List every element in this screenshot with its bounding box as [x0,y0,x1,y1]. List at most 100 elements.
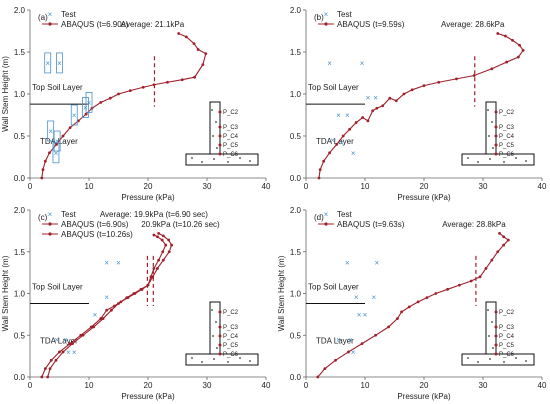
test-range-box [56,52,63,74]
legend-test-marker: × [48,210,53,219]
abaqus-point [152,233,156,237]
abaqus-point [196,48,200,51]
legend-entry: ABAQUS (t=10.26s) [61,230,133,239]
abaqus-point [40,176,44,180]
sensor-label: P_C6 [499,152,515,158]
y-tick-label: 1.5 [14,248,26,257]
legend-entry: ABAQUS (t=9.63s) [337,220,405,229]
abaqus-point [374,333,378,337]
y-tick-label: 0.5 [290,331,302,340]
y-axis-label: Wall Stem Height (m) [277,255,286,331]
test-range-box [82,97,89,118]
legend-entry: ABAQUS (t=9.59s) [337,20,405,29]
abaqus-point [416,300,420,304]
abaqus-point [469,279,473,283]
y-tick-label: 1.0 [14,290,26,299]
panel-label: (c) [38,213,48,222]
wall-hatch-dot [492,347,494,349]
sensor-label: P_C2 [499,110,515,116]
abaqus-point [167,238,171,242]
x-tick-label: 0 [28,381,33,390]
test-point: × [351,348,356,357]
y-tick-label: 2.0 [14,6,26,15]
test-point: × [104,259,109,268]
abaqus-point [498,231,501,235]
wall-hatch-dot [215,321,217,323]
legend-entry: Test [61,210,76,219]
test-point: × [348,335,353,344]
sensor-marker [218,152,222,156]
wall-hatch-dot [249,160,251,162]
sensor-label: P_C6 [499,352,515,358]
x-axis-label: Pressure (kPa) [121,392,175,401]
abaqus-point [71,342,74,345]
abaqus-point [49,358,53,362]
sensor-marker [494,334,498,338]
abaqus-point [92,325,96,329]
wall-hatch-dot [477,361,479,363]
panel-2: 0 10 20 30 40 0.0 0.5 1.0 1.5 2.0 Pressure (kPa) (b… [290,6,547,202]
wall-hatch-dot [216,347,218,349]
legend-entry: ABAQUS (t=6.90s) [61,220,129,229]
abaqus-point [490,67,494,71]
panel-label: (a) [38,13,48,22]
abaqus-point [407,305,411,309]
wall-hatch-dot [227,361,229,363]
x-tick-label: 30 [203,381,212,390]
x-tick-label: 40 [538,381,547,390]
sensor-label: P_C2 [499,310,515,316]
abaqus-point [156,267,159,270]
abaqus-point [396,317,399,320]
sensor-marker [218,143,222,147]
abaqus-point [335,143,339,146]
abaqus-point [41,168,45,172]
test-point: × [345,259,350,268]
sensor-label: P_C4 [499,334,515,340]
x-tick-label: 20 [420,182,429,191]
y-axis-label: Wall Stem Height (m) [1,56,10,132]
average-label: 20.9kPa (t=10.26 sec) [141,220,220,229]
wall-hatch-dot [215,121,217,123]
test-point: × [372,293,377,302]
sensor-label: P_C4 [499,134,515,140]
test-point: × [63,335,68,344]
x-tick-label: 30 [479,381,488,390]
abaqus-point [192,42,196,45]
legend-test-marker: × [324,10,329,19]
abaqus-point [334,358,337,362]
layer-label-bottom: TDA Layer [316,137,354,146]
wall-hatch-dot [227,161,229,163]
abaqus-point [410,88,414,92]
x-tick-label: 20 [420,381,429,390]
abaqus-point [323,367,327,371]
abaqus-point [371,109,375,113]
legend-entry: Test [337,210,352,219]
sensor-marker [494,152,498,156]
abaqus-point [317,176,321,180]
abaqus-point [496,250,500,254]
test-point: × [104,293,109,302]
panel-label: (d) [314,213,324,222]
abaqus-point [164,243,168,247]
sensor-marker [218,134,222,138]
x-tick-label: 10 [85,381,94,390]
test-point: × [351,149,356,158]
layer-label-top: Top Soil Layer [32,283,83,292]
wall-hatch-dot [489,158,491,160]
abaqus-point [161,250,165,254]
y-tick-label: 0.0 [290,373,302,382]
abaqus-point [511,38,514,42]
sensor-label: P_C3 [223,325,239,331]
x-tick-label: 0 [28,182,33,191]
y-tick-label: 1.0 [14,90,26,99]
abaqus-point [105,308,109,312]
abaqus-point [117,302,120,305]
abaqus-point [99,317,103,320]
wall-hatch-dot [212,135,214,137]
abaqus-point [139,287,143,291]
abaqus-point [167,250,171,254]
wall-hatch-dot [191,357,193,359]
test-point: × [366,93,371,102]
test-point: × [54,335,59,344]
